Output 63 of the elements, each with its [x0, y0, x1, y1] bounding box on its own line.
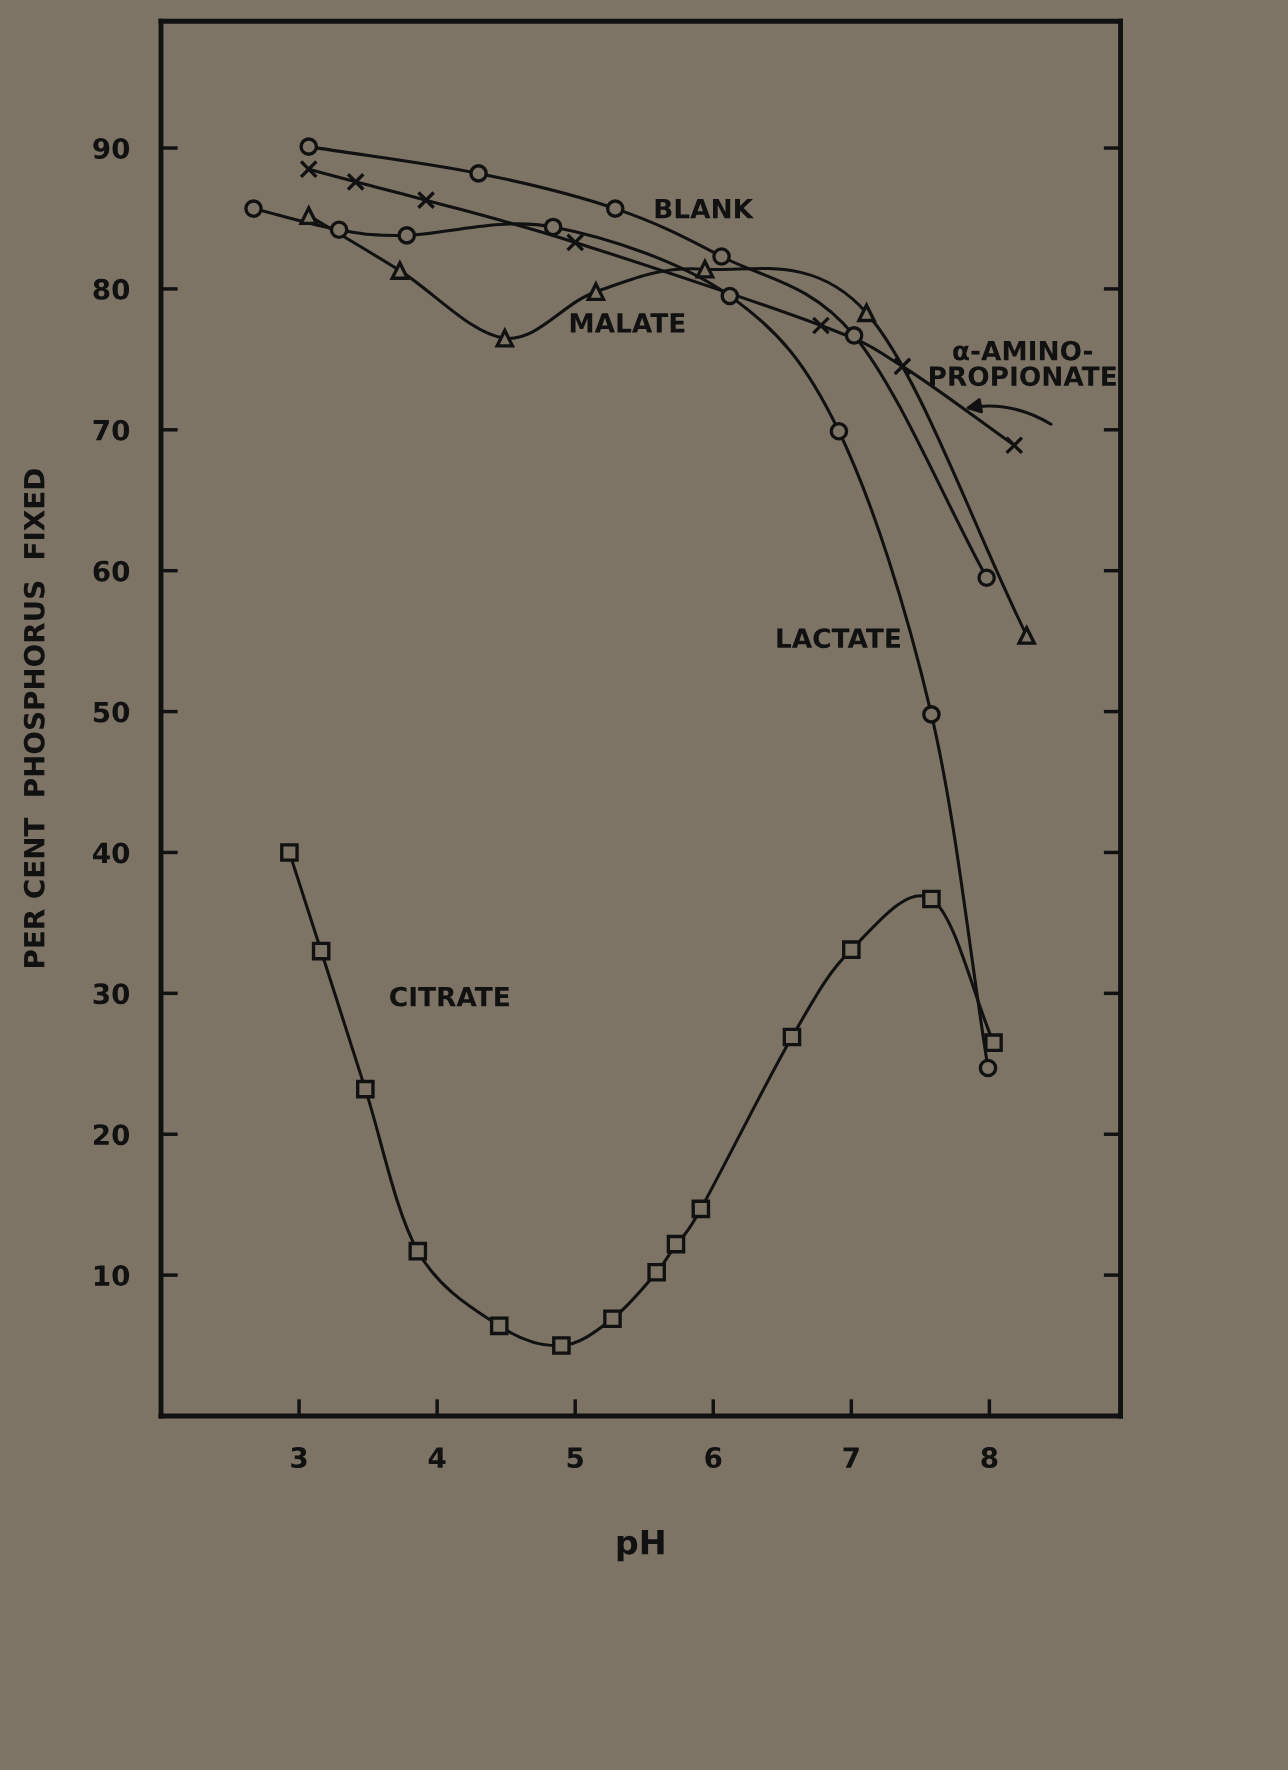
point [299, 137, 319, 156]
point [666, 1234, 686, 1254]
point [565, 233, 585, 252]
y-axis-title: PER CENT PHOSPHORUS FIXED [23, 469, 45, 967]
point [1004, 435, 1024, 455]
series-label: CITRATE [390, 986, 509, 1007]
y-tick-label: 30 [93, 983, 130, 1005]
point [244, 199, 263, 218]
x-tick-label: 4 [428, 1447, 446, 1468]
point [856, 301, 877, 323]
point [811, 316, 831, 335]
y-tick-label: 60 [93, 560, 130, 582]
series-label: α-AMINO- PROPIONATE [930, 340, 1116, 387]
point [695, 259, 715, 279]
point [299, 159, 319, 179]
point [469, 164, 488, 183]
point [543, 217, 563, 237]
point [691, 1199, 711, 1219]
point [893, 357, 912, 376]
point [829, 421, 849, 441]
point [586, 282, 606, 302]
y-tick-label: 40 [93, 842, 130, 864]
point [397, 226, 417, 245]
point [977, 568, 996, 588]
point [603, 1309, 622, 1329]
point [712, 247, 731, 266]
point [844, 326, 864, 345]
point [416, 190, 436, 210]
y-tick-label: 80 [93, 278, 130, 300]
point [922, 889, 941, 909]
point [390, 261, 410, 280]
x-tick-label: 8 [981, 1447, 998, 1469]
point [280, 843, 299, 862]
point [922, 705, 941, 724]
point [782, 1027, 802, 1047]
point [495, 328, 515, 348]
x-tick-label: 5 [567, 1447, 583, 1469]
point [346, 172, 365, 192]
x-tick-label: 3 [291, 1447, 307, 1469]
series-label: MALATE [570, 313, 685, 333]
point [984, 1033, 1003, 1052]
series-label: BLANK [655, 198, 754, 219]
point [329, 220, 349, 240]
point [552, 1336, 571, 1355]
x-tick-label: 6 [705, 1447, 722, 1469]
point [842, 940, 861, 959]
point [647, 1262, 666, 1282]
y-tick-label: 90 [93, 137, 130, 159]
y-tick-label: 70 [93, 419, 130, 441]
point [311, 941, 331, 961]
x-tick-label: 7 [843, 1447, 859, 1468]
y-tick-label: 10 [94, 1265, 130, 1287]
point [978, 1058, 998, 1078]
point [408, 1241, 428, 1261]
y-tick-label: 50 [93, 701, 130, 723]
point [356, 1079, 375, 1099]
y-tick-label: 20 [93, 1124, 130, 1146]
x-axis-title: pH [617, 1530, 664, 1562]
point [489, 1316, 509, 1336]
point [605, 199, 625, 218]
point [720, 286, 740, 306]
series-label: LACTATE [777, 628, 900, 649]
point [1017, 626, 1036, 645]
